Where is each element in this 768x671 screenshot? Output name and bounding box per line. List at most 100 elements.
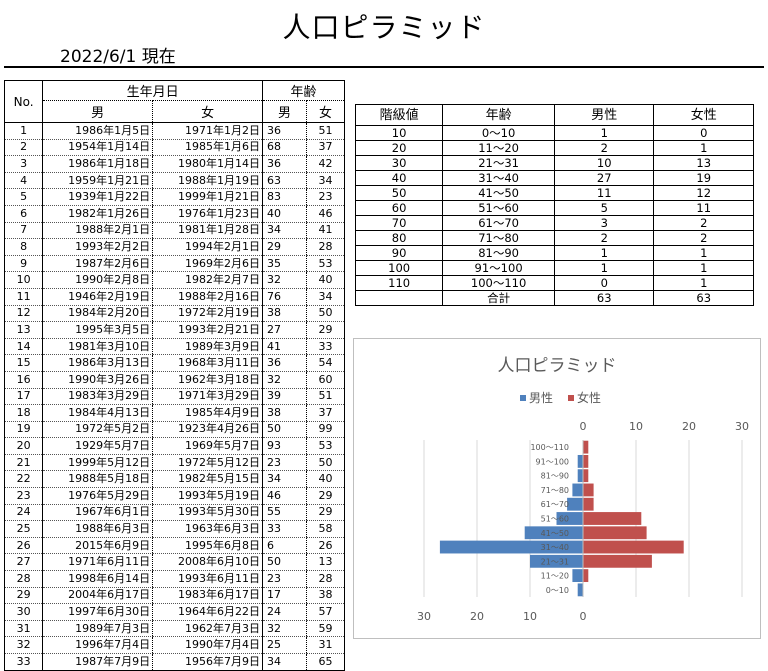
- female-age-cell[interactable]: 37: [305, 404, 345, 422]
- row-number[interactable]: 8: [4, 238, 43, 256]
- class-value-cell[interactable]: 40: [354, 170, 444, 186]
- row-number[interactable]: 25: [4, 520, 43, 538]
- female-birthdate-cell[interactable]: 1989年3月9日: [152, 338, 263, 356]
- row-number[interactable]: 16: [4, 371, 43, 389]
- female-age-cell[interactable]: 28: [305, 570, 345, 588]
- female-age-cell[interactable]: 29: [305, 487, 345, 505]
- female-birthdate-cell[interactable]: 1994年2月1日: [152, 238, 263, 256]
- female-birthdate-cell[interactable]: 1956年7月9日: [152, 653, 263, 671]
- female-age-cell[interactable]: 42: [305, 155, 345, 173]
- row-number[interactable]: 2: [4, 139, 43, 157]
- female-birthdate-cell[interactable]: 1990年7月4日: [152, 636, 263, 654]
- female-age-cell[interactable]: 53: [305, 255, 345, 273]
- row-number[interactable]: 14: [4, 338, 43, 356]
- female-count-cell[interactable]: 2: [653, 230, 754, 246]
- row-number[interactable]: 33: [4, 653, 43, 671]
- age-range-cell[interactable]: 91～100: [442, 260, 555, 276]
- male-birthdate-cell[interactable]: 1993年2月2日: [42, 238, 153, 256]
- row-number[interactable]: 12: [4, 305, 43, 323]
- female-age-cell[interactable]: 40: [305, 470, 345, 489]
- female-count-cell[interactable]: 2: [653, 215, 754, 231]
- male-birthdate-cell[interactable]: 1981年3月10日: [42, 338, 153, 356]
- population-pyramid-chart[interactable]: 人口ピラミッド 男性 女性 0 10 20 30 30 20 10 0 0～10 11～20 21～31 3…: [353, 338, 761, 639]
- class-value-cell[interactable]: 110: [354, 275, 444, 291]
- age-range-cell[interactable]: 100～110: [442, 275, 555, 291]
- male-age-cell[interactable]: 55: [262, 504, 307, 522]
- male-count-cell[interactable]: 27: [553, 170, 655, 186]
- class-value-cell[interactable]: 50: [354, 185, 444, 201]
- age-range-cell[interactable]: 11～20: [442, 140, 555, 156]
- female-age-cell[interactable]: 50: [305, 305, 345, 323]
- row-number[interactable]: 9: [4, 255, 43, 273]
- male-birthdate-cell[interactable]: 1983年3月29日: [42, 388, 153, 406]
- class-value-cell[interactable]: 10: [354, 125, 444, 141]
- row-number[interactable]: 6: [4, 205, 43, 223]
- male-birthdate-cell[interactable]: 1990年3月26日: [42, 371, 153, 389]
- female-birthdate-cell[interactable]: 1983年6月17日: [152, 587, 263, 605]
- female-birthdate-cell[interactable]: 1971年1月2日: [152, 122, 263, 140]
- class-value-cell[interactable]: 80: [354, 230, 444, 246]
- male-age-cell[interactable]: 32: [262, 371, 307, 389]
- female-age-cell[interactable]: 60: [305, 371, 345, 389]
- male-count-cell[interactable]: 1: [553, 260, 655, 276]
- female-count-cell[interactable]: 19: [653, 170, 754, 186]
- class-value-cell[interactable]: 20: [354, 140, 444, 156]
- female-age-cell[interactable]: 38: [305, 587, 345, 605]
- male-count-cell[interactable]: 5: [553, 200, 655, 216]
- male-birthdate-cell[interactable]: 1986年3月13日: [42, 354, 153, 372]
- female-age-cell[interactable]: 23: [305, 188, 345, 206]
- male-birthdate-cell[interactable]: 1988年2月1日: [42, 222, 153, 240]
- male-birthdate-cell[interactable]: 1998年6月14日: [42, 570, 153, 588]
- male-birthdate-cell[interactable]: 1986年1月5日: [42, 122, 153, 140]
- row-number[interactable]: 3: [4, 155, 43, 173]
- class-value-cell[interactable]: 90: [354, 245, 444, 261]
- female-age-cell[interactable]: 41: [305, 222, 345, 240]
- female-age-cell[interactable]: 50: [305, 454, 345, 472]
- male-birthdate-cell[interactable]: 1967年6月1日: [42, 504, 153, 522]
- female-age-cell[interactable]: 13: [305, 553, 345, 572]
- female-age-cell[interactable]: 28: [305, 238, 345, 256]
- row-number[interactable]: 27: [4, 553, 43, 572]
- female-count-cell[interactable]: 13: [653, 155, 754, 171]
- female-birthdate-cell[interactable]: 1999年1月21日: [152, 188, 263, 206]
- male-birthdate-cell[interactable]: 2004年6月17日: [42, 587, 153, 605]
- male-count-cell[interactable]: 3: [553, 215, 655, 231]
- female-birthdate-cell[interactable]: 1993年2月21日: [152, 321, 263, 339]
- female-birthdate-cell[interactable]: 1988年1月19日: [152, 172, 263, 190]
- female-total-cell[interactable]: 63: [653, 290, 754, 306]
- male-age-cell[interactable]: 23: [262, 454, 307, 472]
- row-number[interactable]: 32: [4, 636, 43, 654]
- male-birthdate-cell[interactable]: 1959年1月21日: [42, 172, 153, 190]
- male-age-cell[interactable]: 24: [262, 603, 307, 621]
- male-age-cell[interactable]: 63: [262, 172, 307, 190]
- female-birthdate-cell[interactable]: 1962年7月3日: [152, 620, 263, 638]
- female-age-cell[interactable]: 26: [305, 537, 345, 555]
- female-birthdate-cell[interactable]: 1981年1月28日: [152, 222, 263, 240]
- male-birthdate-cell[interactable]: 1999年5月12日: [42, 454, 153, 472]
- female-birthdate-cell[interactable]: 1964年6月22日: [152, 603, 263, 621]
- female-birthdate-cell[interactable]: 1976年1月23日: [152, 205, 263, 223]
- female-age-cell[interactable]: 33: [305, 338, 345, 356]
- male-birthdate-cell[interactable]: 1982年1月26日: [42, 205, 153, 223]
- row-number[interactable]: 24: [4, 504, 43, 522]
- class-value-cell[interactable]: 100: [354, 260, 444, 276]
- male-age-cell[interactable]: 36: [262, 354, 307, 372]
- row-number[interactable]: 28: [4, 570, 43, 588]
- male-age-cell[interactable]: 38: [262, 305, 307, 323]
- female-age-cell[interactable]: 53: [305, 437, 345, 455]
- male-age-cell[interactable]: 40: [262, 205, 307, 223]
- female-age-cell[interactable]: 37: [305, 139, 345, 157]
- age-range-cell[interactable]: 0～10: [442, 125, 555, 141]
- female-birthdate-cell[interactable]: 1968年3月11日: [152, 354, 263, 372]
- male-count-cell[interactable]: 11: [553, 185, 655, 201]
- row-number[interactable]: 10: [4, 271, 43, 289]
- row-number[interactable]: 29: [4, 587, 43, 605]
- female-birthdate-cell[interactable]: 1985年4月9日: [152, 404, 263, 422]
- male-age-cell[interactable]: 23: [262, 570, 307, 588]
- male-age-cell[interactable]: 32: [262, 271, 307, 289]
- row-number[interactable]: 15: [4, 354, 43, 372]
- male-age-cell[interactable]: 36: [262, 122, 307, 140]
- age-range-cell[interactable]: 31～40: [442, 170, 555, 186]
- male-age-cell[interactable]: 83: [262, 188, 307, 206]
- male-birthdate-cell[interactable]: 1946年2月19日: [42, 288, 153, 306]
